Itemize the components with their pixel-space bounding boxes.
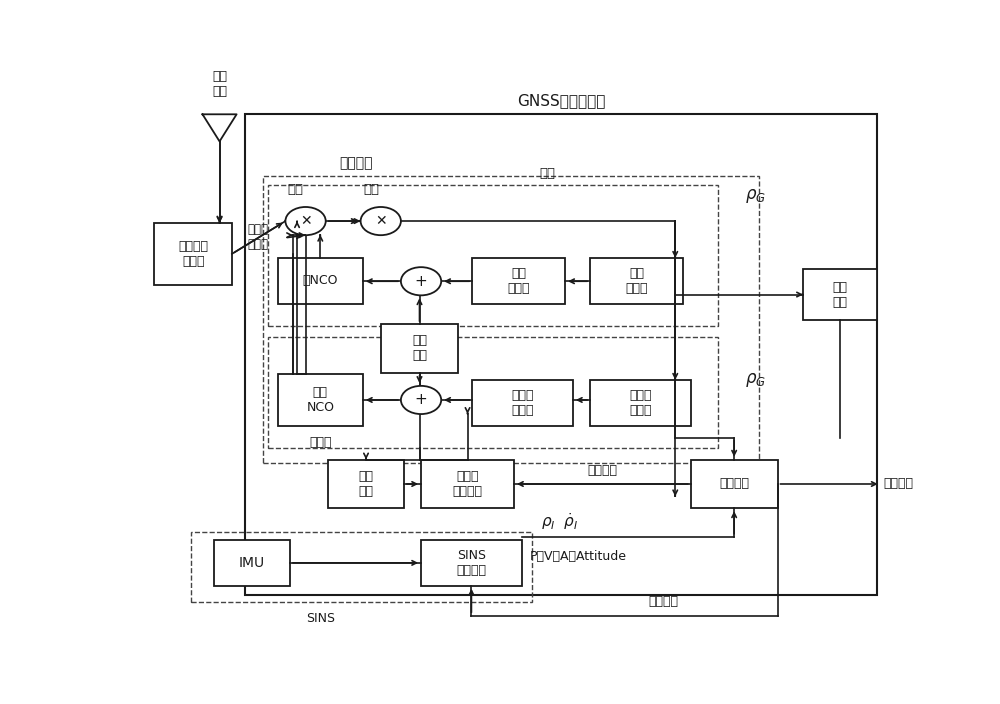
Text: $\rho_I$  $\dot{\rho}_I$: $\rho_I$ $\dot{\rho}_I$ [541,511,579,532]
Text: ✕: ✕ [300,214,311,228]
Bar [472,380,573,426]
Circle shape [285,207,326,235]
Bar [214,540,290,586]
Bar [803,269,877,320]
Text: 载波环: 载波环 [309,436,332,448]
Bar [245,114,877,595]
Text: IMU: IMU [239,556,265,570]
Text: 载波
NCO: 载波 NCO [306,386,334,414]
Circle shape [401,386,441,414]
Text: 比例
因子: 比例 因子 [412,334,427,363]
Text: 反馈校正: 反馈校正 [648,595,678,608]
Bar [278,375,363,426]
Bar [421,540,522,586]
Bar [328,460,404,508]
Bar [421,460,514,508]
Text: 组合导航: 组合导航 [719,477,749,491]
Text: +: + [415,392,427,408]
Text: SINS: SINS [306,612,335,625]
Bar [268,184,718,326]
Text: P、V、A、Attitude: P、V、A、Attitude [530,550,627,562]
Text: GNSS软件接收机: GNSS软件接收机 [517,93,605,108]
Bar [263,175,759,463]
Bar [590,258,683,304]
Bar [381,324,458,373]
Circle shape [361,207,401,235]
Text: 码环: 码环 [539,168,555,180]
Text: 载波环
鉴别器: 载波环 鉴别器 [629,389,652,417]
Text: 数字中
频信号: 数字中 频信号 [247,223,268,251]
Bar [268,337,718,448]
Text: 卡星
星历: 卡星 星历 [359,470,374,498]
Bar [154,222,232,285]
Text: 跟踪环路: 跟踪环路 [339,156,373,170]
Text: 相关: 相关 [363,182,379,196]
Bar [691,460,778,508]
Text: 中频信号
采集器: 中频信号 采集器 [178,240,208,268]
Text: 码NCO: 码NCO [303,275,338,287]
Bar [472,258,565,304]
Bar [590,380,691,426]
Text: 卫星
信号: 卫星 信号 [212,70,227,98]
Circle shape [401,267,441,296]
Text: 导航输出: 导航输出 [883,477,913,491]
Text: SINS
导航解算: SINS 导航解算 [456,549,486,577]
Text: $\rho_G$: $\rho_G$ [745,371,766,389]
Text: +: + [415,274,427,289]
Bar [278,258,363,304]
Text: 载波环
滤波器: 载波环 滤波器 [511,389,534,417]
Text: $\rho_G$: $\rho_G$ [745,187,766,205]
Text: 数据
解析: 数据 解析 [832,280,847,308]
Text: 码环
鉴别器: 码环 鉴别器 [625,267,648,295]
Text: 多普勒
频移估计: 多普勒 频移估计 [453,470,483,498]
Polygon shape [202,114,237,142]
Text: 混频: 混频 [288,182,304,196]
Text: ✕: ✕ [375,214,387,228]
Text: 辅助信息: 辅助信息 [587,464,617,477]
Text: 码环
滤波器: 码环 滤波器 [507,267,530,295]
Bar [191,532,532,602]
